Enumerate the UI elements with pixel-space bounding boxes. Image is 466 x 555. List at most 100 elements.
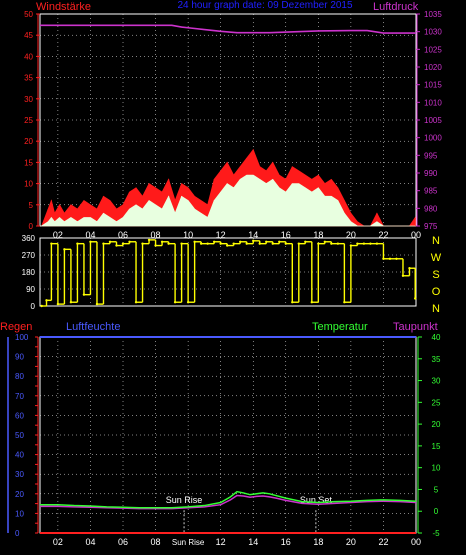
wind-y-tick: 50 (24, 10, 33, 19)
direction-y-tick: 180 (22, 268, 36, 277)
temp-y-tick: 5 (434, 485, 439, 494)
wind-y-tick: 30 (24, 95, 33, 104)
wind-x-tick: 00 (411, 230, 421, 240)
direction-point (82, 293, 86, 296)
direction-label: N (432, 303, 440, 315)
direction-y-tick: 270 (22, 251, 36, 260)
direction-point (186, 301, 190, 304)
temp-y-tick: 35 (432, 355, 441, 364)
pressure-axis-title: Luftdruck (373, 1, 419, 13)
temp-y-tick: 10 (432, 464, 441, 473)
temp-x-tick: 18 (313, 537, 323, 547)
direction-point (401, 274, 405, 277)
wind-y-tick: 10 (24, 180, 33, 189)
direction-point (173, 301, 177, 304)
direction-point (245, 242, 248, 245)
direction-point (141, 242, 144, 245)
direction-point (89, 240, 92, 243)
wind-x-tick: 06 (118, 230, 128, 240)
direction-point (206, 242, 209, 245)
temp-x-tick: 04 (85, 537, 95, 547)
humidity-y-tick: 90 (15, 353, 24, 362)
direction-point (349, 244, 353, 247)
humidity-y-tick: 0 (15, 529, 20, 538)
temp-x-tick: Sun Rise (172, 538, 205, 547)
wind-y-tick: 45 (24, 31, 33, 40)
temp-x-tick: 14 (248, 537, 258, 547)
direction-point (147, 238, 151, 242)
direction-label: S (432, 269, 439, 281)
direction-point (239, 240, 242, 243)
temp-y-tick: 30 (432, 377, 441, 386)
temperature-label: Temperatur (312, 321, 368, 333)
wind-y-tick: 40 (24, 52, 33, 61)
humidity-y-tick: 20 (15, 490, 24, 499)
direction-point (193, 240, 196, 243)
direction-point (252, 239, 255, 243)
direction-point (56, 302, 60, 306)
wind-x-tick: 14 (248, 230, 258, 240)
direction-point (369, 242, 372, 245)
direction-label: N (432, 235, 440, 247)
wind-axis-title: Windstärke (36, 1, 91, 13)
temp-x-tick: 22 (378, 537, 388, 547)
direction-point (76, 242, 79, 245)
direction-y-tick: 90 (26, 285, 35, 294)
humidity-y-tick: 50 (15, 431, 24, 440)
wind-x-tick: 16 (281, 230, 291, 240)
sun-set-label: Sun Set (300, 495, 333, 505)
direction-point (40, 304, 43, 308)
direction-point (278, 240, 281, 243)
pressure-y-tick: 1010 (424, 98, 442, 107)
wind-x-tick: 10 (183, 230, 193, 240)
wind-x-tick: 12 (216, 230, 226, 240)
direction-point (395, 257, 398, 260)
direction-point (271, 242, 274, 245)
direction-y-tick: 360 (22, 234, 36, 243)
direction-point (69, 301, 73, 304)
humidity-y-tick: 10 (15, 509, 24, 518)
direction-point (160, 240, 164, 243)
temp-y-tick: 25 (432, 398, 441, 407)
direction-point (336, 242, 340, 245)
pressure-y-tick: 1015 (424, 81, 442, 90)
direction-y-tick: 0 (31, 302, 36, 311)
humidity-y-tick: 80 (15, 372, 24, 381)
temp-x-tick: 06 (118, 537, 128, 547)
temperature-panel: 0 10 20 30 40 50 60 70 80 90 100 -5 0 5 10 15 20 25 30 35 40… (7, 333, 441, 547)
direction-point (167, 242, 170, 245)
dewpoint-line (40, 494, 417, 510)
direction-point (265, 240, 268, 243)
wind-panel: 0510152025303540455097598098599099510001… (24, 10, 442, 240)
wind-x-tick: 20 (346, 230, 356, 240)
direction-point (310, 301, 314, 304)
temp-x-tick: 12 (216, 537, 226, 547)
direction-point (413, 297, 417, 300)
wind-y-tick: 25 (24, 116, 33, 125)
direction-point (232, 242, 235, 245)
temp-x-tick: 00 (411, 537, 421, 547)
pressure-y-tick: 980 (424, 204, 438, 213)
wind-x-tick: 08 (151, 230, 161, 240)
direction-point (115, 244, 118, 247)
wind-x-tick: 02 (53, 230, 63, 240)
direction-point (219, 242, 222, 245)
direction-point (284, 242, 287, 245)
sun-rise-label: Sun Rise (166, 495, 203, 505)
pressure-y-tick: 1020 (424, 63, 442, 72)
direction-point (121, 242, 125, 245)
direction-point (388, 257, 392, 260)
humidity-y-tick: 100 (15, 333, 29, 342)
pressure-y-tick: 990 (424, 169, 438, 178)
direction-point (362, 242, 366, 245)
direction-point (134, 301, 138, 304)
direction-point (330, 242, 333, 245)
direction-point (225, 244, 229, 247)
direction-point (382, 257, 385, 260)
direction-point (45, 299, 48, 302)
temp-y-tick: 40 (432, 333, 441, 342)
humidity-y-tick: 60 (15, 411, 24, 420)
temp-y-tick: 20 (432, 420, 441, 429)
